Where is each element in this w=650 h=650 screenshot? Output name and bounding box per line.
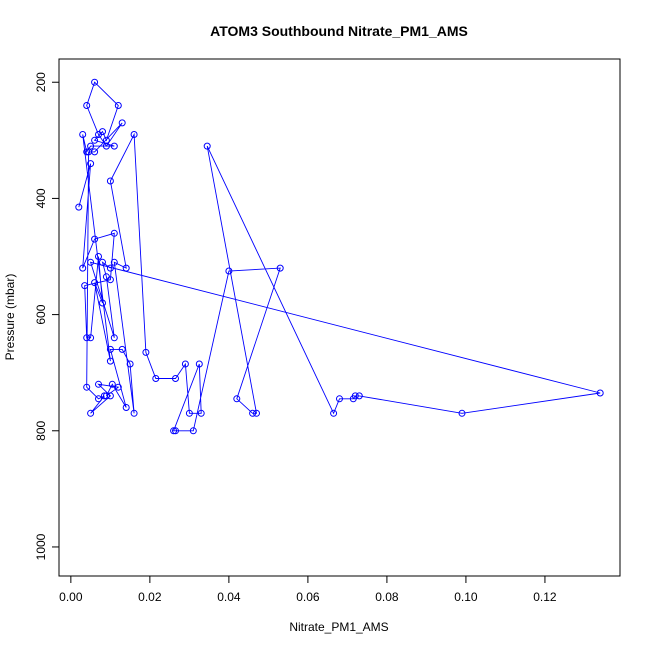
data-point — [130, 131, 138, 138]
data-point — [197, 409, 205, 417]
data-point — [458, 409, 466, 417]
data-point — [87, 409, 95, 417]
data-point — [75, 203, 83, 211]
data-point — [99, 258, 106, 266]
data-point — [330, 409, 338, 417]
data-point — [106, 264, 114, 272]
data-point — [87, 258, 95, 266]
x-axis-label: Nitrate_PM1_AMS — [289, 620, 388, 634]
y-axis: 200 400 600 800 1000 — [34, 72, 60, 560]
data-point — [87, 160, 95, 168]
y-tick-label: 200 — [34, 72, 48, 92]
data-point — [108, 380, 116, 388]
data-point — [102, 142, 110, 150]
data-point — [95, 395, 102, 403]
data-point — [79, 131, 87, 138]
y-tick-label: 400 — [34, 188, 48, 208]
data-point — [130, 409, 138, 417]
chart-title: ATOM3 Southbound Nitrate_PM1_AMS — [210, 23, 468, 39]
data-point — [106, 177, 114, 185]
data-point — [233, 395, 241, 403]
data-point — [225, 267, 233, 275]
data-point — [106, 392, 114, 400]
data-point — [249, 409, 257, 417]
x-axis: 0.00 0.02 0.04 0.06 0.08 0.10 0.12 — [59, 575, 557, 604]
data-point — [170, 427, 178, 435]
data-point — [253, 409, 260, 417]
data-point — [95, 380, 102, 388]
data-point — [83, 334, 91, 342]
data-point — [336, 395, 343, 403]
data-point — [596, 389, 604, 397]
x-tick-label: 0.02 — [138, 590, 162, 604]
x-tick-label: 0.04 — [217, 590, 241, 604]
data-point — [91, 235, 99, 243]
x-tick-label: 0.08 — [375, 590, 399, 604]
data-point — [276, 264, 284, 272]
data-point — [172, 375, 179, 382]
data-point — [114, 102, 122, 109]
data-point — [185, 409, 193, 417]
data-point — [351, 392, 359, 400]
plot-frame — [58, 58, 621, 577]
data-point — [95, 131, 102, 138]
data-point — [110, 258, 118, 266]
y-axis-label: Pressure (mbar) — [3, 274, 17, 361]
data-point — [110, 142, 118, 150]
data-point — [106, 357, 114, 365]
data-point — [91, 78, 99, 86]
series-line — [78, 81, 601, 432]
data-point — [83, 383, 91, 391]
data-point — [118, 119, 126, 127]
x-tick-label: 0.06 — [296, 590, 320, 604]
y-tick-label: 800 — [34, 420, 48, 440]
data-point — [142, 348, 150, 356]
data-point — [114, 383, 122, 391]
x-tick-label: 0.00 — [59, 590, 83, 604]
data-point — [81, 282, 89, 290]
x-tick-label: 0.12 — [533, 590, 557, 604]
data-point — [355, 392, 363, 400]
data-point — [83, 102, 91, 109]
data-point — [118, 345, 126, 353]
data-point — [95, 253, 102, 260]
data-point — [102, 273, 110, 281]
data-point — [195, 360, 203, 368]
data-point — [79, 264, 87, 272]
data-point — [203, 142, 211, 150]
data-point — [181, 360, 189, 368]
data-point — [152, 375, 160, 382]
data-point — [83, 148, 91, 156]
data-point — [122, 404, 130, 411]
y-tick-label: 1000 — [34, 533, 48, 560]
y-tick-label: 600 — [34, 304, 48, 324]
data-point — [85, 148, 93, 156]
data-point — [110, 229, 118, 237]
data-point — [110, 334, 118, 342]
data-point — [106, 345, 114, 353]
data-point — [172, 427, 179, 435]
data-point — [126, 360, 134, 368]
data-point — [87, 334, 95, 342]
x-tick-label: 0.10 — [454, 590, 478, 604]
data-point — [91, 136, 99, 144]
data-point — [102, 392, 110, 400]
data-point — [189, 427, 197, 435]
data-point — [91, 279, 99, 287]
data-point — [99, 299, 106, 307]
data-point — [122, 264, 130, 272]
data-layer — [75, 78, 604, 435]
